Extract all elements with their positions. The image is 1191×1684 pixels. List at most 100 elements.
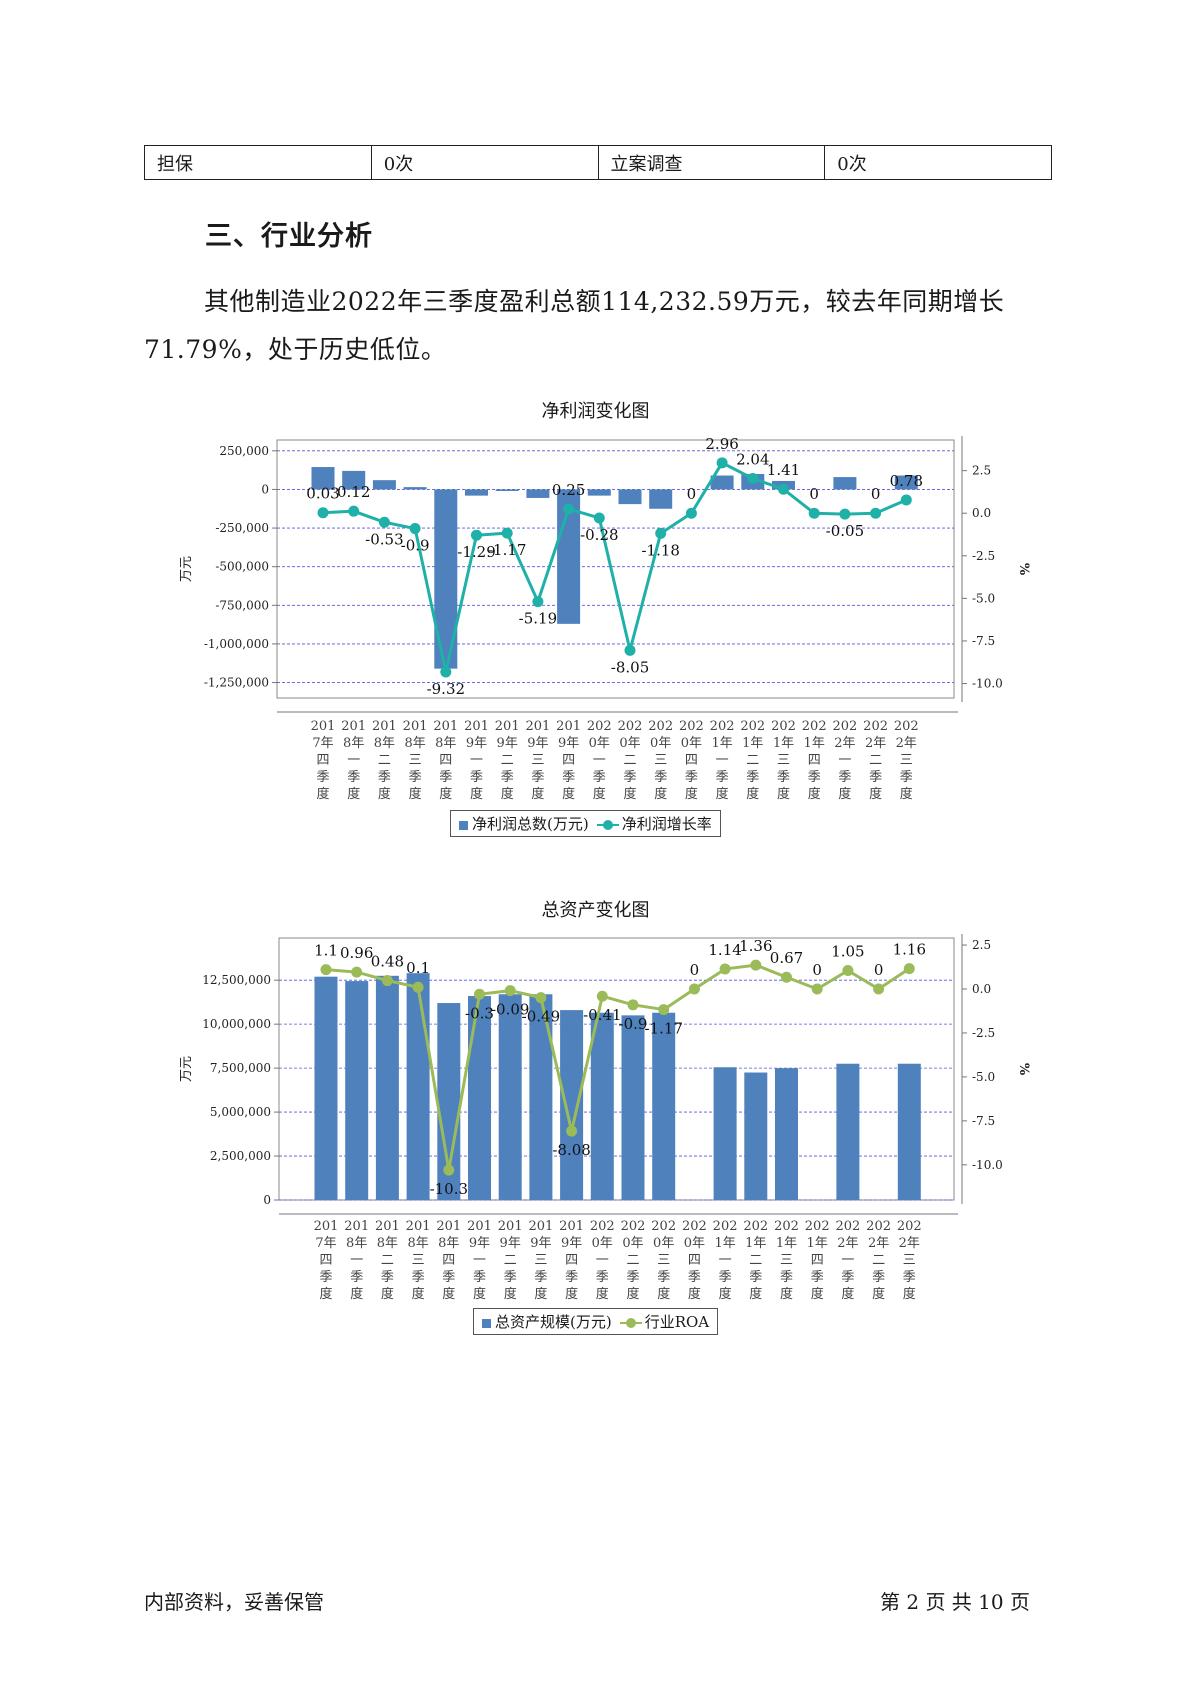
x-tick-label: 201 bbox=[467, 1219, 492, 1234]
x-tick-label: 201 bbox=[528, 1219, 553, 1234]
x-tick-label: 201 bbox=[344, 1219, 369, 1234]
data-label: -1.18 bbox=[641, 541, 679, 559]
x-tick-label: 度 bbox=[347, 786, 360, 802]
data-point bbox=[873, 983, 885, 995]
data-label: 0.78 bbox=[890, 472, 923, 490]
x-tick-label: 季 bbox=[657, 1270, 670, 1285]
bar bbox=[587, 489, 611, 496]
data-point bbox=[351, 966, 363, 978]
x-tick-label: 季 bbox=[378, 770, 391, 785]
data-label: -0.9 bbox=[619, 1015, 648, 1033]
x-tick-label: 季 bbox=[565, 1270, 578, 1285]
x-tick-label: 8年 bbox=[343, 736, 364, 751]
x-tick-label: 二 bbox=[623, 753, 636, 768]
x-tick-label: 季 bbox=[900, 770, 913, 785]
data-label: 0 bbox=[809, 485, 819, 503]
x-tick-label: 9年 bbox=[527, 736, 548, 751]
x-tick-label: 季 bbox=[531, 770, 544, 785]
bar bbox=[618, 489, 642, 505]
y-tick-label: -1,000,000 bbox=[204, 637, 269, 651]
bar bbox=[713, 1067, 737, 1200]
x-tick-label: 201 bbox=[559, 1219, 584, 1234]
data-point bbox=[655, 527, 667, 539]
bar bbox=[710, 475, 734, 490]
bar bbox=[495, 489, 519, 491]
x-tick-label: 201 bbox=[375, 1219, 400, 1234]
chart-legend: 总资产规模(万元) 行业ROA bbox=[473, 1308, 719, 1335]
x-tick-label: 201 bbox=[464, 719, 489, 734]
legend-bar-swatch bbox=[459, 820, 468, 830]
x-tick-label: 201 bbox=[372, 719, 397, 734]
data-label: 1.16 bbox=[893, 941, 926, 959]
x-tick-label: 一 bbox=[473, 1253, 486, 1268]
x-tick-label: 度 bbox=[654, 786, 667, 802]
data-label: -9.32 bbox=[427, 680, 465, 698]
bar bbox=[437, 1003, 461, 1200]
x-tick-label: 8年 bbox=[374, 736, 395, 751]
data-point bbox=[903, 963, 915, 975]
bar bbox=[342, 470, 366, 490]
x-tick-label: 202 bbox=[618, 719, 643, 734]
y-tick-label: 0 bbox=[261, 482, 269, 496]
bar bbox=[621, 1015, 645, 1200]
x-tick-label: 季 bbox=[442, 1270, 455, 1285]
section-paragraph: 其他制造业2022年三季度盈利总额114,232.59万元，较去年同期增长71.… bbox=[144, 287, 1005, 364]
data-label: 0.25 bbox=[552, 481, 585, 499]
x-tick-label: 度 bbox=[685, 786, 698, 802]
x-tick-label: 一 bbox=[470, 753, 483, 768]
x-tick-label: 202 bbox=[587, 719, 612, 734]
x-tick-label: 一 bbox=[596, 1253, 609, 1268]
bar bbox=[897, 1063, 921, 1200]
data-point bbox=[501, 527, 513, 539]
x-tick-label: 度 bbox=[841, 1286, 854, 1302]
data-point bbox=[381, 975, 393, 987]
x-tick-label: 202 bbox=[590, 1219, 615, 1234]
x-tick-label: 度 bbox=[626, 1286, 639, 1302]
bar bbox=[529, 994, 553, 1200]
data-label: 0 bbox=[690, 961, 700, 979]
bar bbox=[311, 467, 335, 490]
data-label: -0.49 bbox=[522, 1008, 560, 1026]
x-tick-label: 季 bbox=[439, 770, 452, 785]
x-tick-label: 202 bbox=[805, 1219, 830, 1234]
data-label: -0.05 bbox=[826, 522, 864, 540]
x-tick-label: 8年 bbox=[404, 736, 425, 751]
x-tick-label: 季 bbox=[409, 770, 422, 785]
bar bbox=[833, 477, 857, 490]
y-tick-label: -750,000 bbox=[215, 598, 269, 612]
x-tick-label: 1年 bbox=[804, 736, 825, 751]
x-tick-label: 度 bbox=[504, 1286, 517, 1302]
x-tick-label: 二 bbox=[501, 753, 514, 768]
x-tick-label: 季 bbox=[473, 1270, 486, 1285]
data-point bbox=[596, 990, 608, 1002]
y-axis-title: 万元 bbox=[179, 1056, 194, 1082]
x-tick-label: 度 bbox=[442, 1286, 455, 1302]
data-point bbox=[685, 507, 697, 519]
data-label: 0.96 bbox=[340, 944, 373, 962]
y2-tick-label: 2.5 bbox=[972, 464, 991, 478]
x-tick-label: 度 bbox=[439, 786, 452, 802]
data-label: -1.17 bbox=[644, 1020, 682, 1038]
table-cell: 0次 bbox=[370, 145, 599, 180]
data-point bbox=[627, 999, 639, 1011]
page-number: 第 2 页 共 10 页 bbox=[880, 1590, 1030, 1614]
data-label: 1.14 bbox=[708, 941, 741, 959]
x-tick-label: 度 bbox=[409, 786, 422, 802]
x-tick-label: 202 bbox=[863, 719, 888, 734]
x-tick-label: 0年 bbox=[684, 1236, 705, 1251]
info-table: 担保 0次 立案调查 0次 bbox=[144, 145, 1052, 180]
data-label: 1.41 bbox=[767, 461, 800, 479]
x-tick-label: 8年 bbox=[438, 1236, 459, 1251]
bar bbox=[652, 1012, 676, 1200]
y2-tick-label: -5.0 bbox=[972, 1070, 995, 1084]
x-tick-label: 度 bbox=[623, 786, 636, 802]
y2-tick-label: 0.0 bbox=[972, 506, 991, 520]
x-tick-label: 度 bbox=[470, 786, 483, 802]
x-tick-label: 季 bbox=[501, 770, 514, 785]
data-point bbox=[474, 988, 485, 1000]
data-point bbox=[443, 1164, 455, 1176]
data-label: -0.09 bbox=[491, 1001, 529, 1019]
chart-legend: 净利润总数(万元) 净利润增长率 bbox=[450, 810, 721, 837]
y2-tick-label: -2.5 bbox=[972, 549, 995, 563]
x-tick-label: 季 bbox=[719, 1270, 732, 1285]
